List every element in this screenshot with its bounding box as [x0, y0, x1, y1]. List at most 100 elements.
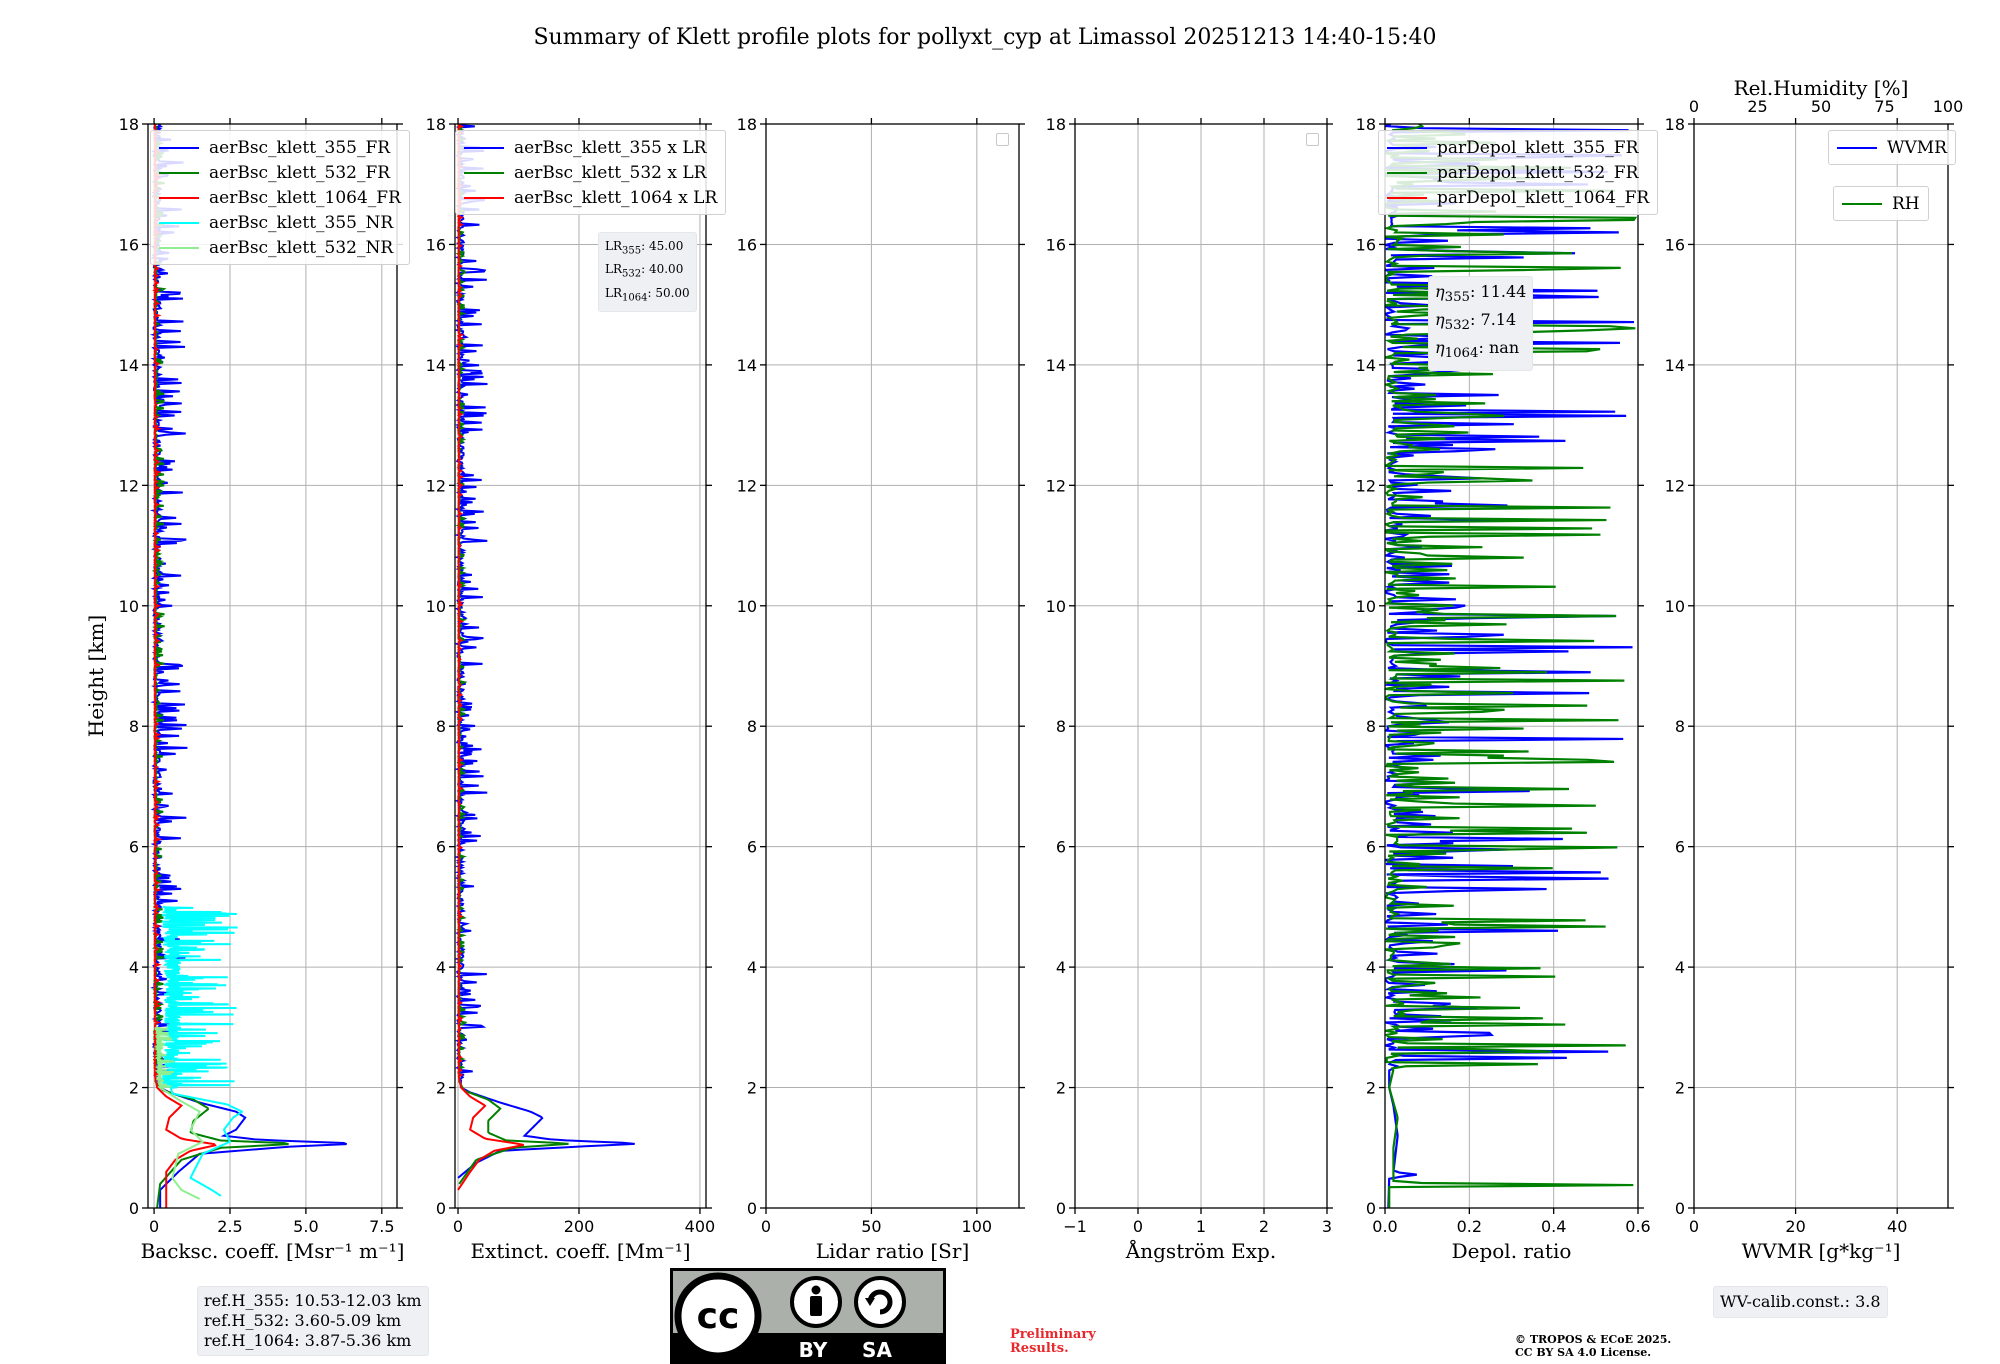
legend-entry: parDepol_klett_1064_FR — [1387, 185, 1649, 210]
y-tick-label: 4 — [1675, 958, 1685, 977]
wv-calib-text: WV-calib.const.: 3.8 — [1720, 1292, 1881, 1311]
lr-sub: 1064 — [622, 292, 648, 304]
x-axis-label: Lidar ratio [Sr] — [816, 1239, 970, 1263]
legend-label: aerBsc_klett_355_FR — [209, 137, 391, 158]
y-tick-label: 8 — [1366, 717, 1376, 736]
plot-area — [1385, 124, 1638, 1208]
x-axis-label: Depol. ratio — [1452, 1239, 1572, 1263]
legend-line-icon — [159, 171, 199, 174]
lr-1064-row: LR1064: 50.00 — [605, 285, 690, 304]
x-tick-label: 50 — [861, 1217, 881, 1236]
axes-frame — [1693, 123, 1949, 1209]
x-tick-label: 0 — [149, 1217, 159, 1236]
cc-sa-arrow-icon — [867, 1289, 893, 1315]
preliminary-line: Results. — [1010, 1341, 1069, 1356]
eta-annotation: η355: 11.44 η532: 7.14 η1064: nan — [1428, 276, 1534, 371]
y-tick-label: 10 — [1356, 597, 1376, 616]
legend-label: parDepol_klett_532_FR — [1437, 162, 1639, 183]
axes-frame — [765, 123, 1020, 1209]
cc-by-body-icon — [810, 1296, 822, 1316]
y-tick-label: 18 — [1665, 115, 1685, 134]
panel-depol: 0 2 4 6 8 10 12 14 16 18 0.0 0.2 0.4 0.6 Depol. ratio — [1356, 115, 1651, 1263]
y-tick-label: 4 — [1056, 958, 1066, 977]
lr-sub: 532 — [622, 268, 642, 280]
y-tick-label: 14 — [1665, 356, 1685, 375]
legend-line-icon — [159, 196, 199, 199]
lr-value: 50.00 — [655, 285, 690, 300]
y-tick-label: 14 — [426, 356, 446, 375]
y-tick-label: 12 — [1356, 476, 1376, 495]
x-tick-label: 0.4 — [1541, 1217, 1566, 1236]
y-tick-label: 16 — [737, 235, 757, 254]
legend-depol: parDepol_klett_355_FR parDepol_klett_532… — [1378, 130, 1659, 215]
legend-extinction: aerBsc_klett_355 x LR aerBsc_klett_532 x… — [455, 130, 727, 215]
legend-label: aerBsc_klett_532 x LR — [514, 162, 707, 183]
panel-backscatter: 0 2 4 6 8 10 12 14 16 18 0 2.5 5.0 7.5 Backsc. coeff. … — [119, 115, 405, 1263]
x-axis-label: WVMR [g*kg⁻¹] — [1742, 1239, 1901, 1263]
y-tick-label: 14 — [1046, 356, 1066, 375]
y-tick-label: 12 — [1046, 476, 1066, 495]
legend-entry: RH — [1842, 191, 1920, 216]
cc-sa-text: SA — [862, 1338, 892, 1362]
y-tick-label: 18 — [737, 115, 757, 134]
legend-label: aerBsc_klett_355 x LR — [514, 137, 707, 158]
legend-line-icon — [464, 146, 504, 149]
ref-height-355: ref.H_355: 10.53-12.03 km — [204, 1291, 422, 1310]
x-axis-label: Backsc. coeff. [Msr⁻¹ m⁻¹] — [141, 1239, 405, 1263]
x-tick-label: 3 — [1322, 1217, 1332, 1236]
x-tick-label: 0 — [453, 1217, 463, 1236]
lidar-ratio-annotation: LR355: 45.00 LR532: 40.00 LR1064: 50.00 — [598, 232, 697, 313]
legend-entry: aerBsc_klett_355_FR — [159, 135, 401, 160]
x-tick-label: 0 — [1133, 1217, 1143, 1236]
y-tick-label: 16 — [1046, 235, 1066, 254]
y-tick-label: 12 — [737, 476, 757, 495]
eta-sub: 1064 — [1444, 346, 1479, 362]
plot-area — [149, 124, 347, 1208]
y-tick-label: 6 — [436, 838, 446, 857]
figure-title: Summary of Klett profile plots for polly… — [533, 25, 1436, 50]
y-tick-label: 0 — [1056, 1199, 1066, 1218]
y-tick-label: 6 — [1675, 838, 1685, 857]
x-tick-label: 200 — [564, 1217, 595, 1236]
y-tick-label: 6 — [129, 838, 139, 857]
legend-label: WVMR — [1887, 137, 1947, 158]
y-tick-label: 2 — [1056, 1079, 1066, 1098]
lr-value: 45.00 — [648, 239, 684, 253]
eta-sub: 532 — [1444, 318, 1471, 334]
empty-legend-icon — [996, 133, 1009, 146]
y-tick-label: 16 — [1356, 235, 1376, 254]
x-tick-label: −1 — [1063, 1217, 1087, 1236]
y-tick-label: 2 — [1675, 1079, 1685, 1098]
legend-line-icon — [159, 246, 199, 249]
x-tick-label: 0 — [761, 1217, 771, 1236]
y-tick-label: 4 — [747, 958, 757, 977]
x-tick-label: 1 — [1196, 1217, 1206, 1236]
y-tick-label: 8 — [747, 717, 757, 736]
y-tick-label: 2 — [1366, 1079, 1376, 1098]
x-tick-label: 0.6 — [1625, 1217, 1650, 1236]
top-x-tick-label: 0 — [1689, 97, 1699, 116]
legend-label: aerBsc_klett_355_NR — [209, 212, 394, 233]
y-tick-label: 18 — [1356, 115, 1376, 134]
y-tick-label: 2 — [129, 1079, 139, 1098]
legend-label: parDepol_klett_355_FR — [1437, 137, 1639, 158]
legend-entry: aerBsc_klett_532_NR — [159, 235, 401, 260]
reference-heights-box: ref.H_355: 10.53-12.03 km ref.H_532: 3.6… — [197, 1286, 429, 1356]
legend-entry: WVMR — [1837, 135, 1947, 160]
y-tick-label: 16 — [1665, 235, 1685, 254]
y-tick-label: 18 — [119, 115, 139, 134]
y-tick-label: 2 — [436, 1079, 446, 1098]
y-tick-label: 10 — [1665, 597, 1685, 616]
legend-label: parDepol_klett_1064_FR — [1437, 187, 1650, 208]
y-tick-label: 14 — [1356, 356, 1376, 375]
y-tick-label: 12 — [426, 476, 446, 495]
y-tick-label: 8 — [129, 717, 139, 736]
y-tick-label: 18 — [1046, 115, 1066, 134]
y-tick-label: 16 — [426, 235, 446, 254]
y-tick-label: 10 — [426, 597, 446, 616]
cc-by-sa-logo: cc BY SA — [670, 1268, 946, 1364]
legend-label: aerBsc_klett_532_NR — [209, 237, 394, 258]
copyright-line: © TROPOS & ECoE 2025. — [1515, 1333, 1672, 1346]
